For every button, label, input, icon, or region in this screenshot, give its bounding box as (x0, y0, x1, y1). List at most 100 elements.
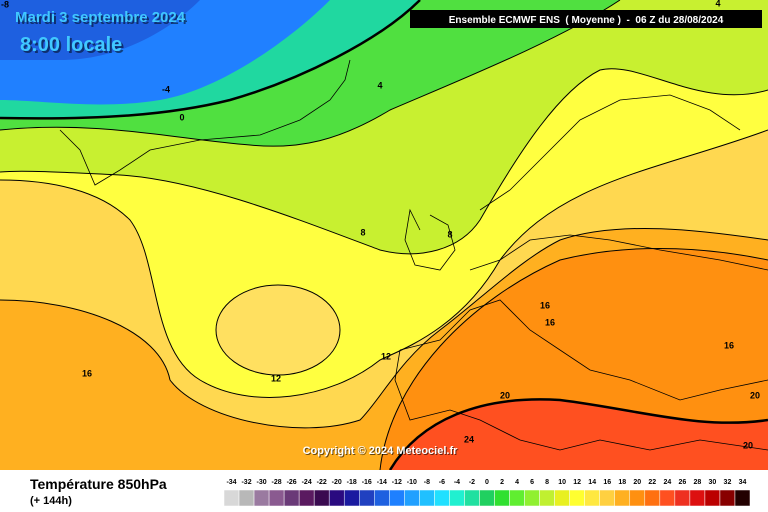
color-swatch (479, 489, 495, 507)
time: 8:00 locale (20, 34, 122, 56)
field-24 (390, 399, 768, 470)
color-swatch (374, 489, 390, 507)
color-swatch (629, 489, 646, 507)
contour-label: 24 (464, 434, 474, 444)
color-swatch (359, 489, 375, 507)
contour-line (0, 227, 768, 429)
color-swatch (238, 489, 255, 507)
contour-label: 0 (179, 112, 184, 122)
color-swatch (524, 489, 540, 507)
scale-label: -10 (407, 479, 417, 486)
scale-label: 22 (648, 479, 656, 486)
color-swatch (569, 489, 585, 507)
scale-label: 26 (678, 479, 686, 486)
scale-label: -26 (287, 479, 297, 486)
contour-label: 16 (724, 340, 734, 350)
contour-label: 8 (447, 229, 452, 239)
scale-label: -30 (257, 479, 267, 486)
color-swatch (584, 489, 600, 507)
scale-label: 20 (633, 479, 641, 486)
color-swatch (434, 489, 450, 507)
color-swatch (659, 489, 676, 507)
contour-label: 4 (377, 80, 382, 90)
scale-label: 4 (515, 479, 519, 486)
color-swatch (283, 489, 300, 507)
scale-label: -4 (454, 479, 460, 486)
scale-label: 14 (588, 479, 596, 486)
color-swatch (614, 489, 631, 507)
scale-label: -20 (332, 479, 342, 486)
scale-label: -6 (439, 479, 445, 486)
scale-label: 18 (618, 479, 626, 486)
color-swatch (509, 489, 525, 507)
contour-labels: -8 -4 0 4 4 8 8 12 12 16 16 16 16 20 20 20 24 (1, 0, 760, 450)
coastline (59, 59, 768, 451)
color-swatch (539, 489, 555, 507)
model-box (410, 10, 762, 28)
date-shadow: Mardi 3 septembre 2024 (17, 11, 188, 28)
scale-label: -28 (272, 479, 282, 486)
contour-twenty (388, 398, 768, 471)
color-swatch (313, 489, 330, 507)
scale-label: 8 (545, 479, 549, 486)
color-swatch (494, 489, 510, 507)
scale-label: 12 (573, 479, 581, 486)
scale-label: 2 (500, 479, 504, 486)
contour-label: 16 (545, 317, 555, 327)
scale-label: 34 (739, 479, 747, 486)
scale-label: -2 (469, 479, 475, 486)
scale-label: -22 (317, 479, 327, 486)
color-swatch (253, 489, 270, 507)
scale-label: 16 (603, 479, 611, 486)
color-swatch (644, 489, 661, 507)
scale-label: -32 (241, 479, 251, 486)
color-swatch (298, 489, 315, 507)
contour-label: 8 (360, 227, 365, 237)
scale-label: 30 (709, 479, 717, 486)
color-swatch (719, 489, 736, 507)
field-minus8 (0, 0, 200, 60)
contour-label: -8 (1, 0, 9, 9)
copyright: Copyright © 2024 Meteociel.fr (303, 445, 459, 457)
color-swatch (704, 489, 721, 507)
scale-label: -12 (392, 479, 402, 486)
contour-label: 20 (500, 390, 510, 400)
scale-label: 28 (694, 479, 702, 486)
color-swatch (404, 489, 420, 507)
color-swatch (343, 489, 360, 507)
scale-label: 0 (485, 479, 489, 486)
contour-line (0, 0, 621, 147)
color-swatch (223, 489, 240, 507)
contour-label: 20 (743, 440, 753, 450)
scale-label: -18 (347, 479, 357, 486)
map: -8 -4 0 4 4 8 8 12 12 16 16 16 16 20 20 20 24 (0, 0, 768, 471)
contour-label: -4 (162, 84, 170, 94)
contour-label: 4 (715, 0, 720, 8)
scale-label: 24 (663, 479, 671, 486)
date: Mardi 3 septembre 2024 (15, 9, 186, 26)
contour-label: 20 (750, 390, 760, 400)
color-swatch (328, 489, 345, 507)
color-swatch (674, 489, 691, 507)
color-swatch (734, 489, 751, 507)
scale-label: 6 (530, 479, 534, 486)
lead-time: (+ 144h) (30, 495, 72, 507)
scale-label: -24 (302, 479, 312, 486)
model-run: Ensemble ECMWF ENS ( Moyenne ) - 06 Z du… (449, 15, 724, 26)
contour-line (0, 129, 768, 398)
color-swatch (689, 489, 706, 507)
contour-line (379, 247, 768, 471)
scale-label: -8 (424, 479, 430, 486)
scale-label: 10 (558, 479, 566, 486)
scale-label: 32 (724, 479, 732, 486)
copyright-shadow: Copyright © 2024 Meteociel.fr (304, 446, 460, 458)
contour-line (0, 68, 768, 255)
contour-label: 16 (82, 368, 92, 378)
scale-label: -14 (377, 479, 387, 486)
contour-zero (0, 0, 421, 120)
color-swatch (554, 489, 570, 507)
color-swatch (599, 489, 615, 507)
color-swatch (449, 489, 465, 507)
time-shadow: 8:00 locale (22, 36, 124, 58)
